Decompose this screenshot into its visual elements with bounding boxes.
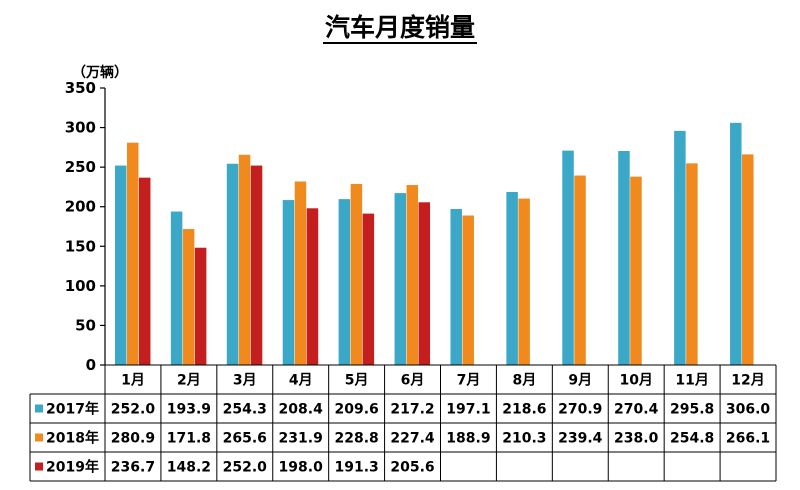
data-label: 193.9 xyxy=(167,402,211,418)
x-tick-label: 4月 xyxy=(289,373,313,389)
bar-2-12 xyxy=(742,154,754,365)
legend-label: 2019年 xyxy=(46,459,99,476)
data-label: 266.1 xyxy=(726,431,770,447)
y-tick-label: 300 xyxy=(65,119,96,137)
data-label: 228.8 xyxy=(334,431,378,447)
bar-3-2 xyxy=(194,247,207,365)
legend-swatch xyxy=(35,433,43,442)
bar-3-3 xyxy=(250,165,263,365)
bar-2-3 xyxy=(238,154,251,365)
data-label: 270.9 xyxy=(558,402,602,418)
bar-2-2 xyxy=(182,229,195,365)
bar-1-9 xyxy=(562,150,574,365)
data-label: 191.3 xyxy=(334,460,378,476)
bar-1-3 xyxy=(226,163,239,365)
y-tick-label: 150 xyxy=(65,237,96,255)
data-label: 280.9 xyxy=(111,431,155,447)
x-tick-label: 6月 xyxy=(401,373,425,389)
bar-1-2 xyxy=(170,211,183,365)
bar-3-4 xyxy=(306,208,319,365)
data-label: 270.4 xyxy=(614,402,659,418)
bar-2-9 xyxy=(574,175,586,365)
chart-title: 汽车月度销量 xyxy=(322,13,477,44)
bar-3-5 xyxy=(362,213,375,365)
x-tick-label: 12月 xyxy=(731,373,764,389)
y-tick-label: 0 xyxy=(86,356,96,374)
data-label: 188.9 xyxy=(446,431,490,447)
bar-1-12 xyxy=(730,122,742,365)
data-label: 295.8 xyxy=(670,402,714,418)
y-tick-label: 250 xyxy=(65,158,96,176)
bar-3-1 xyxy=(138,177,151,365)
data-label: 265.6 xyxy=(223,431,267,447)
data-label: 252.0 xyxy=(223,460,268,476)
bar-2-1 xyxy=(126,142,139,365)
legend-label: 2018年 xyxy=(46,430,99,447)
legend-swatch xyxy=(35,404,43,413)
legend-swatch xyxy=(35,462,43,471)
bar-1-5 xyxy=(338,199,351,365)
bar-3-6 xyxy=(418,202,431,365)
x-tick-label: 2月 xyxy=(177,373,201,389)
bar-1-7 xyxy=(450,209,462,365)
bar-2-4 xyxy=(294,181,307,365)
x-tick-label: 7月 xyxy=(457,373,481,389)
bar-1-11 xyxy=(674,130,686,365)
y-tick-label: 100 xyxy=(65,277,96,295)
bar-2-6 xyxy=(406,185,419,365)
data-label: 205.6 xyxy=(390,460,434,476)
y-tick-label: 50 xyxy=(75,316,96,334)
x-tick-label: 9月 xyxy=(568,373,592,389)
x-tick-label: 3月 xyxy=(233,373,257,389)
data-label: 217.2 xyxy=(390,402,434,418)
data-label: 252.0 xyxy=(111,402,156,418)
data-label: 148.2 xyxy=(167,460,211,476)
bar-2-8 xyxy=(518,198,530,365)
data-label: 209.6 xyxy=(334,402,378,418)
data-label: 238.0 xyxy=(614,431,659,447)
legend-label: 2017年 xyxy=(46,401,99,418)
bar-1-1 xyxy=(114,165,127,365)
unit-label: （万辆） xyxy=(72,64,128,81)
bar-1-4 xyxy=(282,200,295,365)
data-label: 171.8 xyxy=(167,431,211,447)
data-label: 198.0 xyxy=(279,460,324,476)
x-tick-label: 11月 xyxy=(675,373,708,389)
x-tick-label: 8月 xyxy=(513,373,537,389)
data-label: 254.8 xyxy=(670,431,714,447)
y-tick-label: 350 xyxy=(65,79,96,97)
data-label: 227.4 xyxy=(390,431,435,447)
x-tick-label: 1月 xyxy=(121,373,145,389)
bar-1-8 xyxy=(506,191,518,365)
y-tick-label: 200 xyxy=(65,198,96,216)
bar-2-7 xyxy=(462,215,474,365)
x-tick-label: 10月 xyxy=(619,373,652,389)
data-label: 197.1 xyxy=(446,402,490,418)
data-label: 254.3 xyxy=(223,402,267,418)
data-label: 208.4 xyxy=(279,402,324,418)
data-label: 231.9 xyxy=(279,431,323,447)
bar-1-6 xyxy=(394,193,407,365)
data-label: 218.6 xyxy=(502,402,546,418)
x-tick-label: 5月 xyxy=(345,373,369,389)
bar-2-10 xyxy=(630,176,642,365)
bar-2-11 xyxy=(686,163,698,365)
data-label: 239.4 xyxy=(558,431,603,447)
data-label: 236.7 xyxy=(111,460,155,476)
bar-2-5 xyxy=(350,183,363,365)
data-label: 306.0 xyxy=(726,402,771,418)
bar-1-10 xyxy=(618,150,630,365)
data-label: 210.3 xyxy=(502,431,546,447)
